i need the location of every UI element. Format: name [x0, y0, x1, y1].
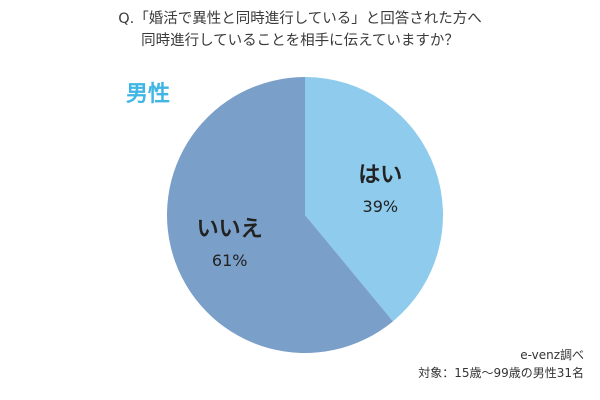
slice-label: いいえ: [197, 217, 263, 242]
credit-source: e-venz調べ: [520, 348, 584, 362]
credit-target: 対象：15歳〜99歳の男性31名: [418, 366, 584, 380]
credit: e-venz調べ 対象：15歳〜99歳の男性31名: [418, 346, 584, 382]
pie-slice-yes: [305, 77, 444, 322]
pie-slice-no: [167, 77, 393, 354]
question-title-line1: Q.「婚活で異性と同時進行している」と回答された方へ: [118, 11, 482, 27]
gender-label: 男性: [126, 82, 171, 107]
slice-percentage: 61%: [212, 251, 248, 270]
slice-label: はい: [358, 163, 402, 188]
slice-percentage: 39%: [363, 197, 399, 216]
question-title-line2: 同時進行していることを相手に伝えていますか？: [141, 33, 459, 49]
question-title: Q.「婚活で異性と同時進行している」と回答された方へ 同時進行していることを相手…: [0, 8, 600, 52]
